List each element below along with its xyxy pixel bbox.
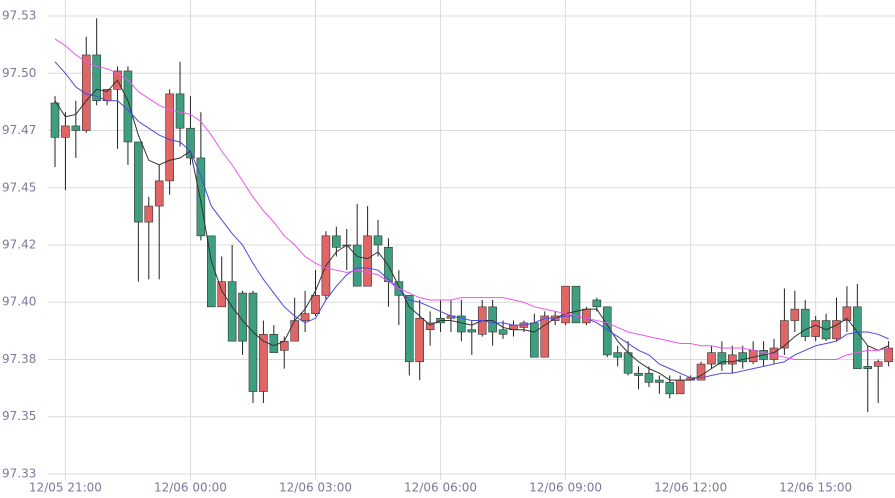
candle-body — [165, 93, 174, 182]
x-tick-label: 12/06 15:00 — [779, 481, 852, 495]
candle-body — [227, 281, 237, 342]
y-tick-label: 97.38 — [2, 352, 36, 366]
moving-average-line — [54, 79, 889, 381]
candle-body — [769, 347, 779, 360]
candle-body — [217, 281, 227, 308]
candle-body — [884, 347, 893, 363]
candle-body — [738, 352, 748, 363]
candle-body — [144, 205, 154, 223]
candle-body — [582, 308, 591, 324]
x-tick-label: 12/06 09:00 — [529, 481, 602, 495]
candle-body — [811, 320, 820, 337]
x-tick-label: 12/06 12:00 — [654, 481, 727, 495]
candle-body — [634, 372, 643, 376]
candle-body — [186, 127, 195, 159]
candle-body — [853, 306, 862, 369]
candle-body — [602, 306, 612, 356]
candle-body — [134, 141, 143, 223]
x-tick-label: 12/06 03:00 — [279, 481, 352, 495]
candle-body — [404, 295, 414, 363]
candle-body — [832, 320, 841, 340]
candle-body — [592, 299, 602, 308]
candle-body — [540, 315, 550, 358]
candle-body — [696, 363, 706, 381]
candle-body — [415, 317, 425, 363]
candle-body — [561, 285, 570, 324]
candle-body — [717, 352, 727, 365]
y-tick-label: 97.53 — [2, 9, 36, 23]
candle-body — [300, 313, 310, 321]
moving-average-line — [54, 61, 889, 379]
x-tick-label: 12/05 21:00 — [29, 481, 102, 495]
candle-body — [707, 352, 716, 365]
candle-body — [92, 54, 101, 102]
candle-body — [363, 235, 372, 287]
y-tick-label: 97.45 — [2, 180, 36, 194]
candle-body — [780, 320, 789, 349]
y-tick-label: 97.42 — [2, 238, 36, 252]
y-tick-label: 97.50 — [2, 66, 36, 80]
candle-body — [498, 329, 508, 335]
candle-body — [332, 235, 341, 248]
x-tick-label: 12/06 06:00 — [404, 481, 477, 495]
candle-body — [675, 379, 685, 395]
candle-body — [842, 306, 852, 321]
candle-body — [196, 157, 206, 237]
y-tick-label: 97.35 — [2, 409, 36, 423]
candle-body — [748, 350, 758, 363]
candle-body — [665, 382, 675, 395]
y-tick-label: 97.40 — [2, 295, 36, 309]
candle-body — [154, 180, 164, 207]
candle-body — [123, 70, 133, 143]
candle-body — [311, 295, 320, 314]
candle-body — [873, 361, 883, 367]
candle-body — [290, 320, 299, 342]
candle-body — [790, 308, 800, 321]
candle-body — [269, 333, 279, 353]
y-tick-label: 97.47 — [2, 123, 36, 137]
moving-average-line — [54, 38, 889, 360]
candle-body — [352, 244, 362, 287]
candle-body — [259, 333, 268, 392]
candle-body — [248, 292, 258, 392]
candle-body — [373, 235, 383, 246]
candle-body — [727, 354, 737, 365]
candle-body — [175, 93, 185, 129]
candle-body — [655, 379, 664, 383]
candle-body — [238, 292, 247, 342]
candle-body — [571, 285, 581, 324]
candle-body — [61, 125, 70, 138]
candle-body — [530, 322, 539, 358]
candle-body — [863, 366, 873, 369]
candle-body — [644, 372, 654, 383]
y-tick-label: 97.33 — [2, 466, 36, 480]
candle-body — [613, 352, 622, 358]
x-tick-label: 12/06 00:00 — [154, 481, 227, 495]
candle-body — [81, 54, 91, 131]
candle-body — [50, 102, 60, 138]
candle-body — [800, 308, 810, 337]
candle-body — [467, 329, 477, 333]
candle-body — [71, 125, 81, 131]
candle-body — [425, 322, 435, 331]
candle-body — [488, 306, 497, 333]
